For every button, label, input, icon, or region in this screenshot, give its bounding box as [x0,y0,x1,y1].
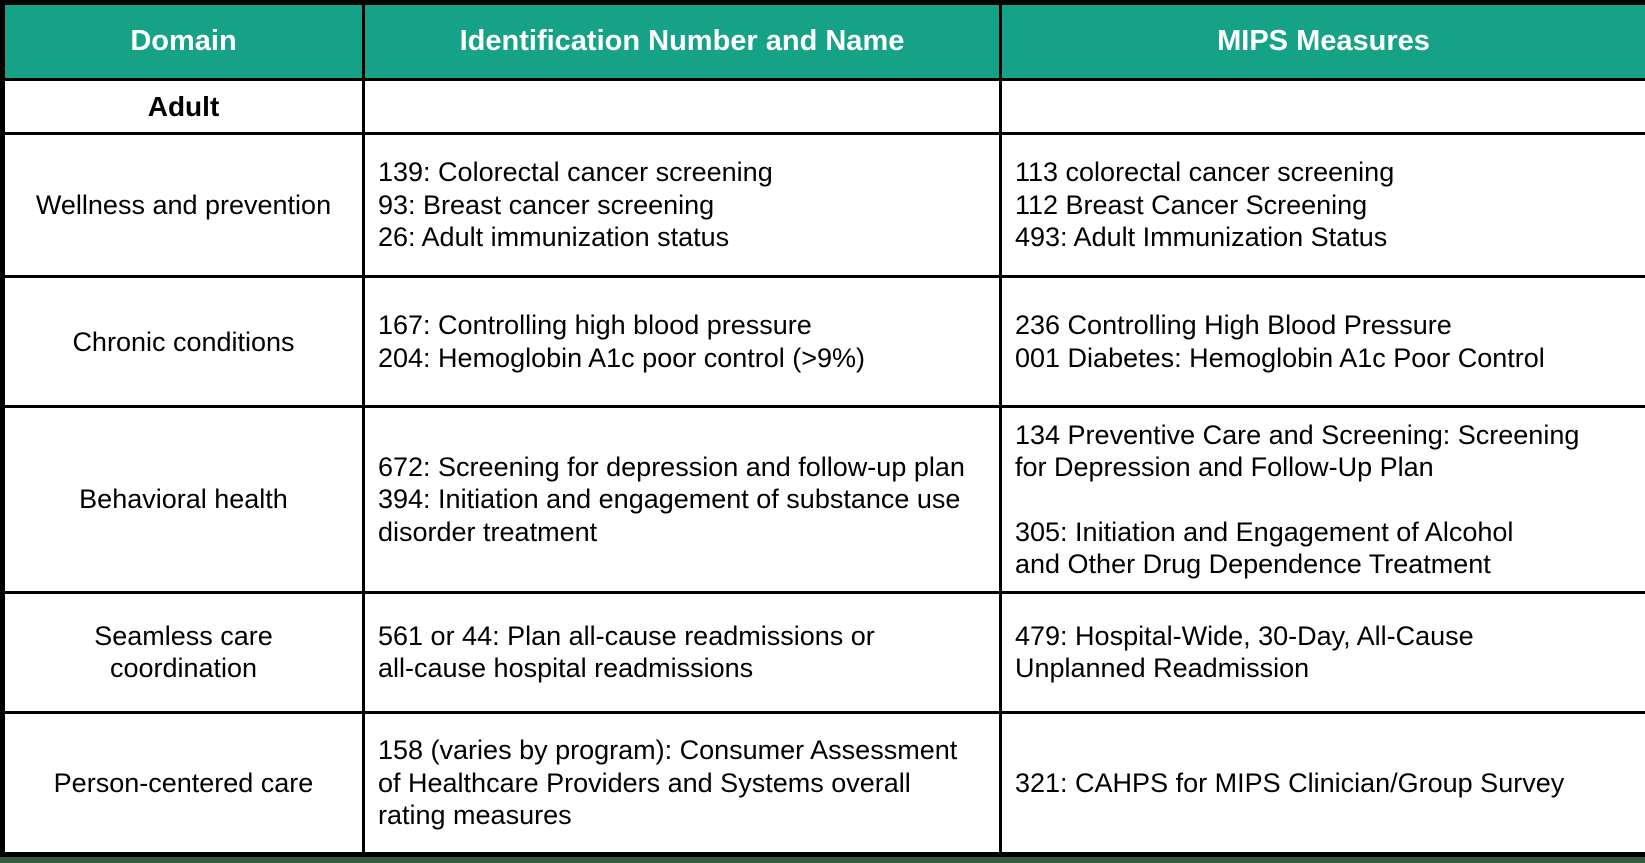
table-row: Chronic conditions 167: Controlling high… [1,275,1645,409]
mips-cell: 113 colorectal cancer screening 112 Breas… [999,131,1645,279]
mips-cell: 321: CAHPS for MIPS Clinician/Group Surv… [999,710,1645,857]
cell-line: 236 Controlling High Blood Pressure [1015,310,1452,341]
section-row: Adult [1,78,1645,135]
table-header: Domain Identification Number and Name MI… [1,1,1645,81]
cell-line: of Healthcare Providers and Systems over… [378,767,911,798]
cell-line: 672: Screening for depression and follow… [378,451,965,482]
bottom-accent-strip [0,857,1645,863]
cell-line: 561 or 44: Plan all-cause readmissions o… [378,620,875,651]
cell-line: Behavioral health [79,484,288,515]
cell-line [1015,483,1637,515]
identification-cell: 672: Screening for depression and follow… [362,405,1002,594]
cell-line: 001 Diabetes: Hemoglobin A1c Poor Contro… [1015,342,1545,373]
table-row: Behavioral health 672: Screening for dep… [1,405,1645,594]
header-row: Domain Identification Number and Name MI… [1,1,1645,81]
cell-line: 493: Adult Immunization Status [1015,222,1388,253]
domain-cell: Chronic conditions [1,275,365,409]
cell-line: 167: Controlling high blood pressure [378,310,812,341]
identification-cell: 139: Colorectal cancer screening 93: Brea… [362,131,1002,279]
cell-line: 113 colorectal cancer screening [1015,157,1395,188]
mips-cell: 134 Preventive Care and Screening: Scree… [999,405,1645,594]
cell-line: 139: Colorectal cancer screening [378,157,773,188]
domain-cell: Wellness and prevention [1,131,365,279]
cell-line: Wellness and prevention [35,189,332,220]
cell-line: 158 (varies by program): Consumer Assess… [378,735,958,766]
cell-line: disorder treatment [378,516,598,547]
table-body: Adult Wellness and prevention 139: Color… [1,78,1645,857]
table-row: Person-centered care 158 (varies by prog… [1,710,1645,857]
column-header-identification: Identification Number and Name [362,1,1002,81]
section-label: Adult [1,78,365,135]
cell-line: 479: Hospital-Wide, 30-Day, All-Cause [1015,620,1474,651]
column-header-mips: MIPS Measures [999,1,1645,81]
mips-cell: 479: Hospital-Wide, 30-Day, All-Cause Unp… [999,590,1645,714]
mips-cell: 236 Controlling High Blood Pressure 001 D… [999,275,1645,409]
cell-line: Chronic conditions [72,326,295,357]
cell-line: Unplanned Readmission [1015,653,1310,684]
cell-line: rating measures [378,799,572,830]
cell-line: 112 Breast Cancer Screening [1015,189,1368,220]
cell-line: 93: Breast cancer screening [378,189,715,220]
cell-line: 26: Adult immunization status [378,222,730,253]
cell-line: and Other Drug Dependence Treatment [1015,549,1491,580]
domain-cell: Person-centered care [1,710,365,857]
cell-line: Person-centered care [53,767,314,798]
column-header-domain: Domain [1,1,365,81]
identification-cell: 167: Controlling high blood pressure 204:… [362,275,1002,409]
cell-line: 394: Initiation and engagement of substa… [378,484,961,515]
section-empty-cell [362,78,1002,135]
domain-cell: Seamless care coordination [1,590,365,714]
cell-line: 305: Initiation and Engagement of Alcoho… [1015,516,1514,547]
cell-line: 321: CAHPS for MIPS Clinician/Group Surv… [1015,767,1565,798]
cell-line: for Depression and Follow-Up Plan [1015,451,1434,482]
cell-line: 204: Hemoglobin A1c poor control (>9%) [378,342,866,373]
cell-line: all-cause hospital readmissions [378,653,754,684]
identification-cell: 561 or 44: Plan all-cause readmissions o… [362,590,1002,714]
cell-line: 134 Preventive Care and Screening: Scree… [1015,419,1580,450]
cell-line: Seamless care [94,620,273,651]
section-empty-cell [999,78,1645,135]
domain-cell: Behavioral health [1,405,365,594]
table-row: Seamless care coordination 561 or 44: Pla… [1,590,1645,714]
identification-cell: 158 (varies by program): Consumer Assess… [362,710,1002,857]
cell-line: coordination [109,653,258,684]
table-row: Wellness and prevention 139: Colorectal … [1,131,1645,279]
